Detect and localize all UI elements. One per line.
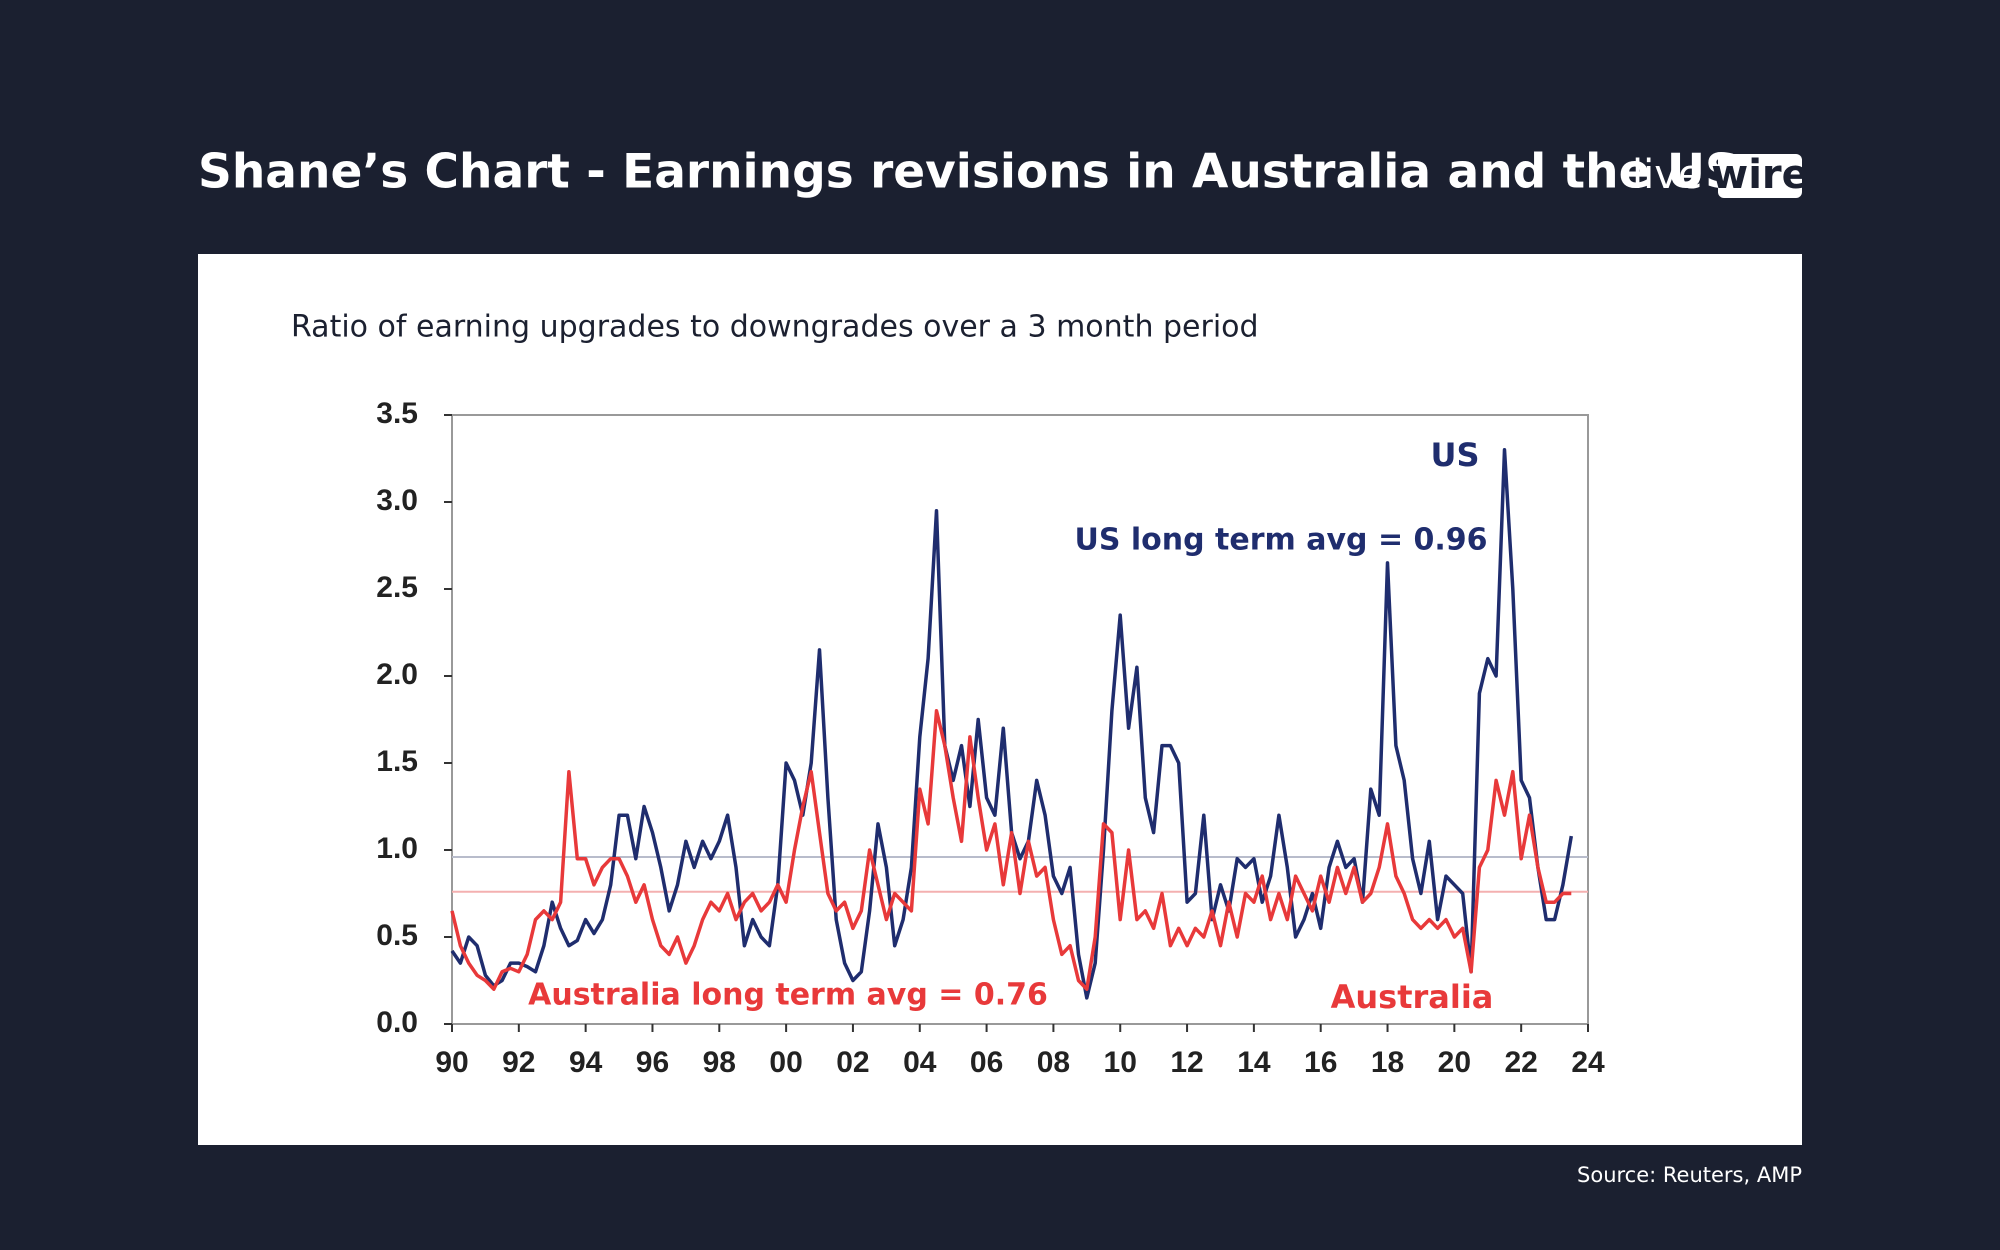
y-tick-label: 1.0 bbox=[376, 832, 418, 865]
x-tick-label: 06 bbox=[970, 1046, 1003, 1079]
series-line bbox=[450, 709, 1572, 991]
x-tick-label: 92 bbox=[502, 1046, 535, 1079]
series-label: Australia bbox=[1331, 978, 1494, 1016]
y-tick-label: 3.0 bbox=[376, 484, 418, 517]
chart-subtitle: Ratio of earning upgrades to downgrades … bbox=[291, 310, 1259, 345]
x-tick-label: 04 bbox=[903, 1046, 937, 1079]
x-tick-label: 08 bbox=[1037, 1046, 1070, 1079]
x-tick-label: 96 bbox=[636, 1046, 669, 1079]
series-label: US bbox=[1430, 436, 1479, 474]
reference-label: US long term avg = 0.96 bbox=[1074, 523, 1487, 558]
reference-label: Australia long term avg = 0.76 bbox=[528, 978, 1048, 1013]
logo-bold: wire bbox=[1711, 152, 1809, 198]
x-tick-label: 00 bbox=[769, 1046, 802, 1079]
x-tick-label: 94 bbox=[569, 1046, 603, 1079]
logo: live wire bbox=[1632, 152, 1809, 198]
x-tick-label: 16 bbox=[1304, 1046, 1337, 1079]
x-tick-label: 90 bbox=[435, 1046, 468, 1079]
plot-frame bbox=[451, 414, 1589, 1025]
x-tick-label: 02 bbox=[836, 1046, 869, 1079]
y-tick-label: 0.5 bbox=[376, 919, 418, 952]
logo-light: live bbox=[1632, 152, 1703, 198]
logo-box bbox=[1718, 154, 1802, 198]
x-tick-label: 10 bbox=[1104, 1046, 1137, 1079]
y-tick-label: 0.0 bbox=[376, 1006, 418, 1039]
x-tick-label: 22 bbox=[1504, 1046, 1537, 1079]
chart-card bbox=[198, 254, 1802, 1145]
x-tick-label: 24 bbox=[1571, 1046, 1605, 1079]
y-tick-label: 1.5 bbox=[376, 745, 418, 778]
x-tick-label: 98 bbox=[703, 1046, 736, 1079]
y-tick-label: 3.5 bbox=[376, 397, 418, 430]
x-tick-label: 20 bbox=[1438, 1046, 1471, 1079]
y-tick-label: 2.5 bbox=[376, 571, 418, 604]
x-tick-label: 12 bbox=[1170, 1046, 1203, 1079]
source: Source: Reuters, AMP bbox=[1577, 1163, 1802, 1187]
y-tick-label: 2.0 bbox=[376, 658, 418, 691]
x-tick-label: 14 bbox=[1237, 1046, 1271, 1079]
x-tick-label: 18 bbox=[1371, 1046, 1404, 1079]
page-title: Shane’s Chart - Earnings revisions in Au… bbox=[198, 145, 1739, 200]
